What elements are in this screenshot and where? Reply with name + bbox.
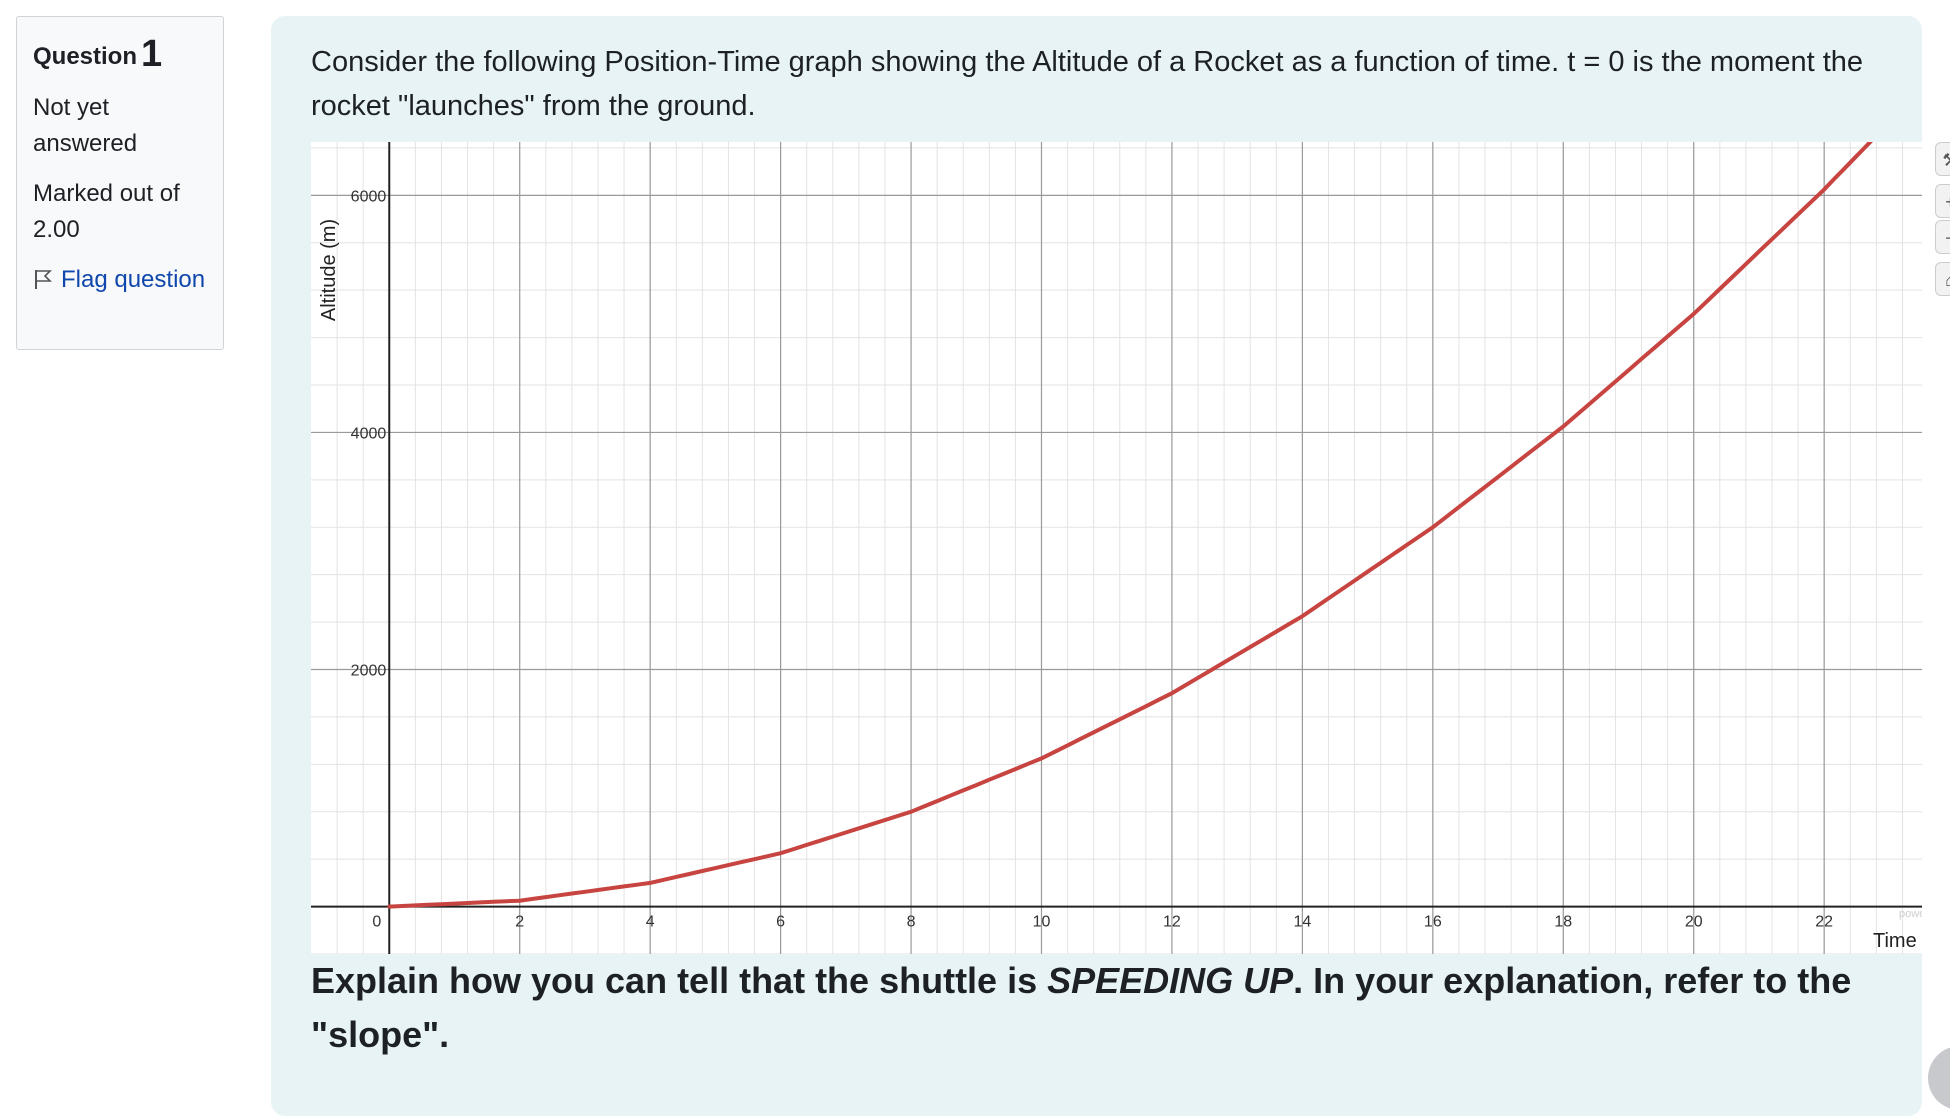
y-tick-label: 6000 [351,188,387,205]
x-tick-label: 16 [1424,914,1442,931]
zoom-out-button[interactable]: − [1935,220,1950,254]
x-tick-label: 10 [1033,914,1051,931]
flag-icon [33,265,53,289]
graph-settings-button[interactable]: ⚒ [1935,142,1950,176]
x-tick-label: 14 [1293,914,1311,931]
question-heading: Question 1 [33,33,207,76]
wrench-icon: ⚒ [1942,150,1950,170]
question-number: 1 [141,33,163,75]
plus-icon: + [1945,192,1950,212]
question-part1: Explain how you can tell that the shuttl… [311,960,1048,1001]
x-tick-label: 18 [1554,914,1572,931]
question-emphasis: SPEEDING UP [1047,960,1294,1001]
flag-question-label: Flag question [61,266,206,293]
question-marks: Marked out of 2.00 [33,180,180,243]
x-tick-label: 22 [1815,914,1833,931]
minor-gridlines [311,142,1922,954]
major-gridlines [311,142,1922,954]
question-prompt: Consider the following Position-Time gra… [311,46,1864,122]
chart-axes [311,142,1922,954]
x-tick-label: 8 [907,914,916,931]
explanation-question: Explain how you can tell that the shuttl… [311,954,1891,1062]
scroll-top-button[interactable] [1928,1046,1950,1110]
x-tick-label: 12 [1163,914,1181,931]
x-tick-label: 0 [372,914,381,931]
x-axis-label: Time (s [1873,930,1922,952]
zoom-in-button[interactable]: + [1935,184,1950,218]
x-tick-label: 4 [646,914,655,931]
altitude-curve [387,142,1873,909]
question-status: Not yet answered [33,94,138,157]
question-content: Consider the following Position-Time gra… [271,16,1922,1116]
tick-labels: 0 2 4 6 8 10 12 14 16 18 20 22 2000 4000 6000 [351,188,1833,930]
home-icon: ⌂ [1945,270,1950,290]
question-part2: . In your explanation, refer to the "slo… [311,960,1852,1055]
minus-icon: − [1945,228,1950,248]
y-tick-label: 4000 [351,425,387,442]
question-label: Question [33,43,138,70]
x-tick-label: 20 [1685,914,1703,931]
y-axis-label: Altitude (m) [318,219,340,321]
flag-question-link[interactable]: Flag question [33,262,207,298]
data-series [387,142,1873,909]
default-view-button[interactable]: ⌂ [1935,262,1950,296]
powered-watermark: powered [1899,908,1922,920]
x-tick-label: 6 [776,914,785,931]
y-tick-label: 2000 [351,663,387,680]
x-tick-label: 2 [515,914,524,931]
question-info-panel: Question 1 Not yet answered Marked out of… [16,16,224,350]
